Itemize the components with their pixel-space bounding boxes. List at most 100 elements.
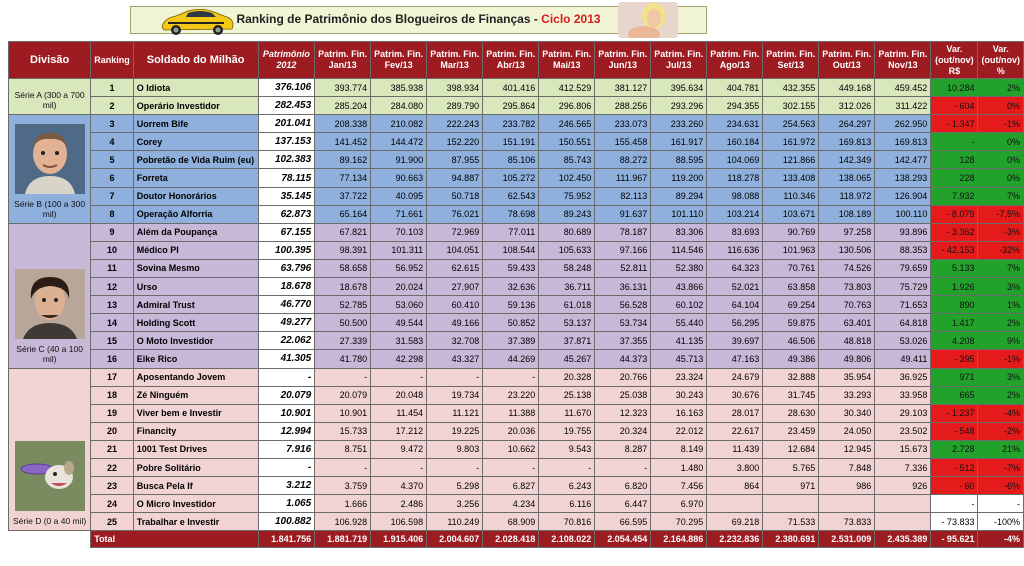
rank-cell: 6 (90, 168, 134, 188)
page-title: Ranking de Patrimônio dos Blogueiros de … (131, 12, 706, 26)
blogger-name: Busca Pela If (132, 476, 259, 496)
table-row: 6 Forreta 78.115 77.134 90.663 94.887 105.272 1… (9, 168, 1024, 188)
header-divisao: Divisão (7, 41, 92, 79)
month-value-cell: 8.751 (314, 439, 372, 459)
month-value-cell: 32.888 (762, 367, 820, 387)
month-value-cell: 58.658 (314, 258, 372, 279)
month-value-cell: 20.328 (538, 367, 596, 387)
month-value-cell: 90.663 (370, 168, 428, 188)
month-value-cell: 101.110 (650, 204, 708, 224)
month-value-cell: 88.353 (874, 240, 932, 260)
rank-cell: 22 (90, 457, 134, 478)
month-value-cell: 17.212 (370, 421, 428, 441)
month-value-cell: 59.136 (482, 295, 540, 315)
month-value-cell: 385.938 (370, 77, 428, 98)
blogger-name: Trabalhar e Investir (132, 512, 259, 532)
month-value-cell: 155.458 (594, 132, 652, 152)
variation-rs-cell: - 1.347 (930, 114, 979, 134)
blogger-name: O Moto Investidor (132, 331, 259, 351)
header-month: Patrim. Fin. Nov/13 (874, 41, 932, 79)
month-value-cell: 49.806 (818, 349, 876, 369)
month-value-cell: 986 (818, 476, 876, 496)
month-value-cell: 926 (874, 476, 932, 496)
header-month: Patrim. Fin. Mai/13 (538, 41, 596, 79)
month-value-cell: 89.243 (538, 204, 596, 224)
month-value-cell: 22.012 (650, 421, 708, 441)
blogger-name: Pobre Solitário (132, 457, 259, 478)
rank-cell: 16 (90, 349, 134, 369)
month-value-cell: - (538, 457, 596, 478)
total-month-cell: 1.915.406 (370, 530, 428, 549)
month-value-cell: 312.026 (818, 96, 876, 116)
month-value-cell: 19.225 (426, 421, 484, 441)
patrimonio-2012-cell: 12.994 (257, 421, 316, 441)
patrimonio-2012-cell: 62.873 (257, 204, 316, 224)
patrimonio-2012-cell: 102.383 (257, 150, 316, 170)
month-value-cell: 133.408 (762, 168, 820, 188)
patrimonio-2012-cell: 10.901 (257, 403, 316, 423)
month-value-cell: 264.297 (818, 114, 876, 134)
blogger-name: O Micro Investidor (132, 494, 259, 514)
month-value-cell: 284.080 (370, 96, 428, 116)
month-value-cell: 36.711 (538, 277, 596, 297)
variation-pct-cell: 1% (977, 295, 1024, 315)
blogger-name: Eike Rico (132, 349, 259, 369)
month-value-cell: 119.200 (650, 168, 708, 188)
month-value-cell: 23.220 (482, 385, 540, 405)
month-value-cell: 35.954 (818, 367, 876, 387)
rank-cell: 20 (90, 421, 134, 441)
variation-pct-cell: -2% (977, 421, 1024, 441)
month-value-cell: 89.162 (314, 150, 372, 170)
month-value-cell: 88.272 (594, 150, 652, 170)
variation-rs-cell: 1.417 (930, 313, 979, 333)
month-value-cell: 29.103 (874, 403, 932, 423)
variation-pct-cell: -7% (977, 457, 1024, 478)
rank-cell: 19 (90, 403, 134, 423)
month-value-cell: 37.355 (594, 331, 652, 351)
month-value-cell: 6.970 (650, 494, 708, 514)
month-value-cell: 44.373 (594, 349, 652, 369)
month-value-cell: 80.689 (538, 222, 596, 242)
month-value-cell: 75.729 (874, 277, 932, 297)
month-value-cell: 98.391 (314, 240, 372, 260)
portrait-b-image (14, 123, 85, 194)
month-value-cell: 56.295 (706, 313, 764, 333)
table-row: 20 Financity 12.994 15.733 17.212 19.225 20.03… (9, 421, 1024, 441)
variation-pct-cell: 21% (977, 439, 1024, 459)
month-value-cell: 48.818 (818, 331, 876, 351)
variation-pct-cell: 0% (977, 150, 1024, 170)
variation-rs-cell: 4.208 (930, 331, 979, 351)
month-value-cell: 20.048 (370, 385, 428, 405)
month-value-cell: 3.256 (426, 494, 484, 514)
month-value-cell (762, 494, 820, 514)
month-value-cell: 302.155 (762, 96, 820, 116)
month-value-cell: 68.909 (482, 512, 540, 532)
month-value-cell: 93.896 (874, 222, 932, 242)
month-value-cell: 55.440 (650, 313, 708, 333)
month-value-cell: 401.416 (482, 77, 540, 98)
month-value-cell (874, 512, 932, 532)
month-value-cell: 74.526 (818, 258, 876, 279)
month-value-cell: 71.653 (874, 295, 932, 315)
header-month: Patrim. Fin. Abr/13 (482, 41, 540, 79)
rank-cell: 1 (90, 77, 134, 98)
car-image (161, 8, 234, 35)
month-value-cell: 39.697 (706, 331, 764, 351)
month-value-cell: 246.565 (538, 114, 596, 134)
variation-rs-cell: 890 (930, 295, 979, 315)
month-value-cell: 222.243 (426, 114, 484, 134)
month-value-cell: 24.679 (706, 367, 764, 387)
month-value-cell: 78.698 (482, 204, 540, 224)
month-value-cell: 97.258 (818, 222, 876, 242)
month-value-cell: 63.858 (762, 277, 820, 297)
patrimonio-2012-cell: 7.916 (257, 439, 316, 459)
variation-rs-cell: - 3.362 (930, 222, 979, 242)
month-value-cell: 71.533 (762, 512, 820, 532)
month-value-cell: 1.666 (314, 494, 372, 514)
table-row: 16 Eike Rico 41.305 41.780 42.298 43.327 44.26… (9, 349, 1024, 369)
month-value-cell: - (482, 457, 540, 478)
rank-cell: 25 (90, 512, 134, 532)
rank-cell: 15 (90, 331, 134, 351)
month-value-cell: 104.069 (706, 150, 764, 170)
total-variation-rs-cell: - 95.621 (930, 530, 979, 549)
